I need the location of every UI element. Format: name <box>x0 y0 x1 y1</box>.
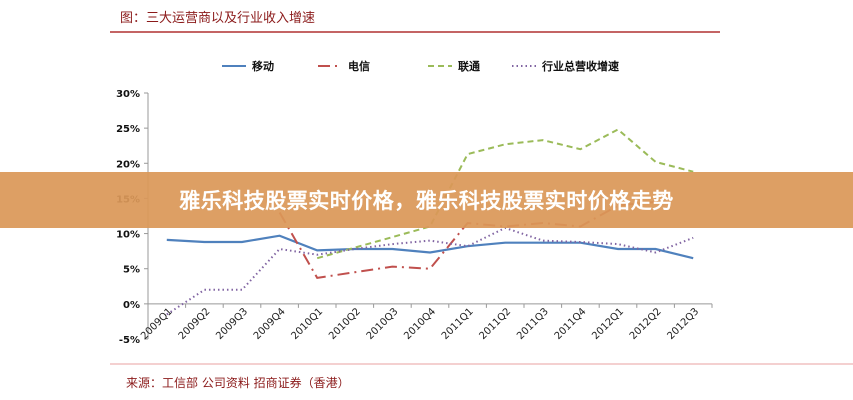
legend-item: 联通 <box>428 59 480 73</box>
x-tick-label: 2009Q4 <box>252 306 288 342</box>
legend-label: 电信 <box>348 59 370 73</box>
legend-item: 行业总营收增速 <box>512 59 619 73</box>
banner-text: 雅乐科技股票实时价格，雅乐科技股票实时价格走势 <box>179 189 674 213</box>
legend-item: 电信 <box>318 59 370 73</box>
series-line-2 <box>316 128 694 260</box>
x-tick-label: 2010Q1 <box>289 306 325 342</box>
y-tick-label: 10% <box>116 230 140 241</box>
legend-label: 联通 <box>458 59 480 73</box>
banner-overlay: 雅乐科技股票实时价格，雅乐科技股票实时价格走势 <box>0 172 853 228</box>
x-tick-label: 2010Q4 <box>402 306 438 342</box>
x-tick-label: 2010Q2 <box>327 306 363 342</box>
y-tick-label: 25% <box>116 124 140 135</box>
x-tick-label: 2010Q3 <box>365 306 401 342</box>
x-tick-label: 2011Q3 <box>515 306 551 342</box>
chart-title: 图：三大运营商以及行业收入增速 <box>120 11 315 26</box>
legend-label: 行业总营收增速 <box>541 59 619 73</box>
y-tick-label: 5% <box>123 265 140 276</box>
legend-label: 移动 <box>252 59 274 73</box>
y-tick-label: 30% <box>116 89 140 100</box>
y-tick-label: 20% <box>116 159 140 170</box>
y-tick-label: -5% <box>119 335 140 346</box>
source-note: 来源：工信部 公司资料 招商证券（香港） <box>126 375 350 390</box>
legend: 移动 电信 联通 行业总营收增速 <box>222 59 619 73</box>
x-tick-label: 2012Q1 <box>590 306 626 342</box>
series-line-0 <box>166 234 694 260</box>
x-tick-label: 2009Q3 <box>214 306 250 342</box>
y-tick-label: 0% <box>123 300 140 311</box>
x-tick-label: 2011Q4 <box>553 306 589 342</box>
x-tick-label: 2009Q2 <box>177 306 213 342</box>
legend-item: 移动 <box>222 59 274 73</box>
x-tick-label: 2011Q1 <box>440 306 476 342</box>
x-tick-label: 2012Q2 <box>628 306 664 342</box>
x-tick-label: 2009Q1 <box>139 306 175 342</box>
x-tick-label: 2012Q3 <box>665 306 701 342</box>
x-tick-label: 2011Q2 <box>477 306 513 342</box>
